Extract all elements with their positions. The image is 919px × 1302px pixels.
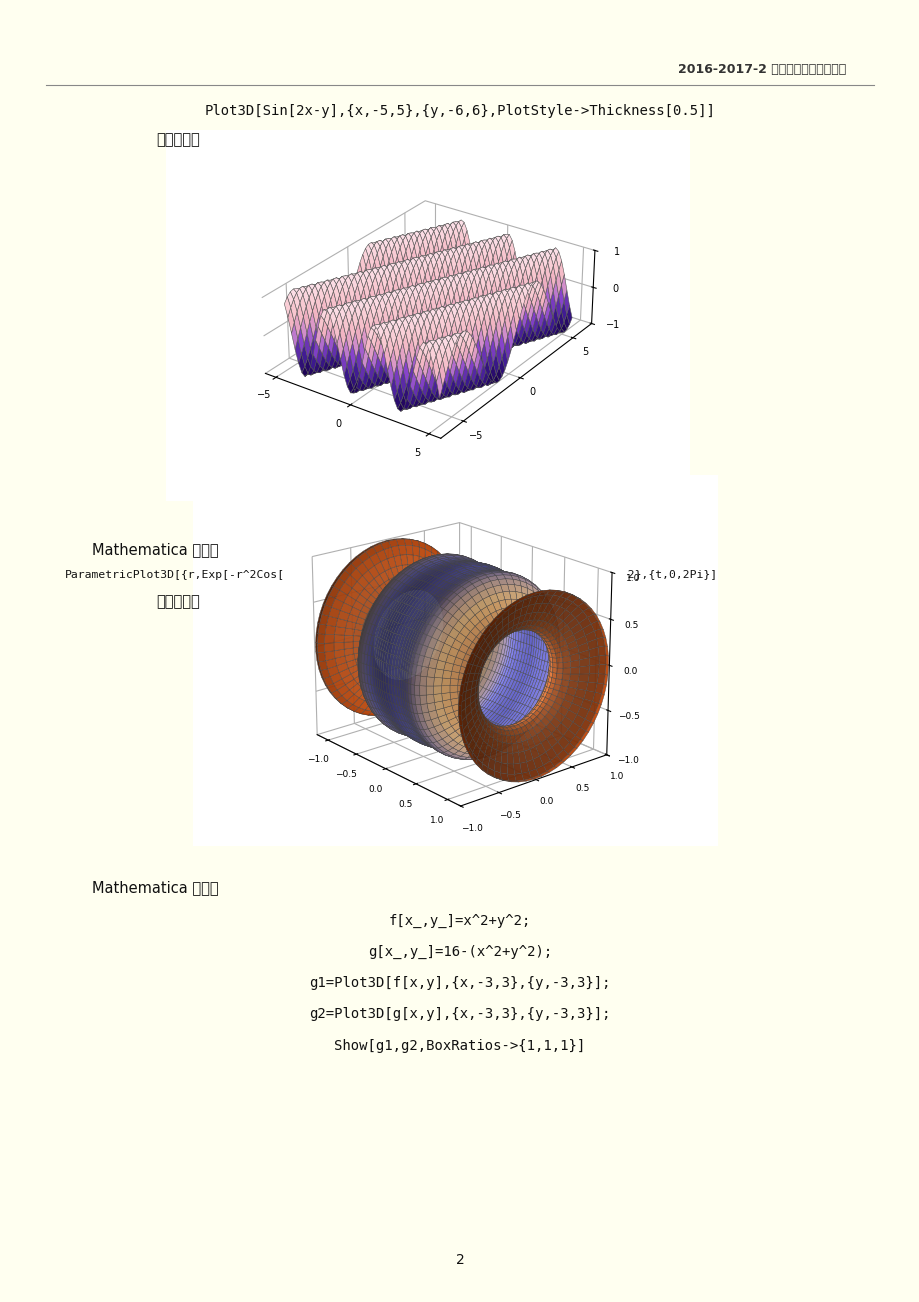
Text: Mathematica 程序：: Mathematica 程序： (92, 880, 219, 896)
Text: g2=Plot3D[g[x,y],{x,-3,3},{y,-3,3}];: g2=Plot3D[g[x,y],{x,-3,3},{y,-3,3}]; (309, 1008, 610, 1021)
Text: ParametricPlot3D[{r,Exp[-r^2Cos[4r]^2]*Cos[t],Exp[-r^2Cos[4r]^2]Sin[t]},{r,-1.2,: ParametricPlot3D[{r,Exp[-r^2Cos[4r]^2]*C… (64, 570, 717, 581)
Text: f[x_,y_]=x^2+y^2;: f[x_,y_]=x^2+y^2; (389, 914, 530, 927)
Text: 运行结果：: 运行结果： (156, 594, 200, 609)
Text: g1=Plot3D[f[x,y],{x,-3,3},{y,-3,3}];: g1=Plot3D[f[x,y],{x,-3,3},{y,-3,3}]; (309, 976, 610, 990)
Text: g[x_,y_]=16-(x^2+y^2);: g[x_,y_]=16-(x^2+y^2); (368, 945, 551, 958)
Text: 2016-2017-2 学期工程数学实验报告: 2016-2017-2 学期工程数学实验报告 (677, 62, 845, 76)
FancyBboxPatch shape (165, 130, 689, 501)
FancyBboxPatch shape (193, 475, 717, 846)
Text: Mathematica 程序：: Mathematica 程序： (92, 542, 219, 557)
Text: Plot3D[Sin[2x-y],{x,-5,5},{y,-6,6},PlotStyle->Thickness[0.5]]: Plot3D[Sin[2x-y],{x,-5,5},{y,-6,6},PlotS… (204, 104, 715, 117)
Text: 运行结果：: 运行结果： (156, 132, 200, 147)
Text: 2: 2 (455, 1254, 464, 1267)
Text: Show[g1,g2,BoxRatios->{1,1,1}]: Show[g1,g2,BoxRatios->{1,1,1}] (334, 1039, 585, 1052)
